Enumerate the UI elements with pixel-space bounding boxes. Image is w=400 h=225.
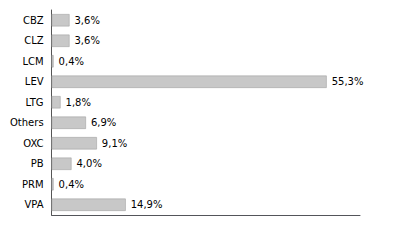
- svg-text:PRM: PRM: [22, 179, 44, 190]
- svg-text:14,9%: 14,9%: [131, 199, 163, 210]
- svg-text:0,4%: 0,4%: [59, 179, 84, 190]
- svg-text:3,6%: 3,6%: [75, 35, 100, 46]
- svg-text:0,4%: 0,4%: [59, 56, 84, 67]
- svg-text:3,6%: 3,6%: [75, 15, 100, 26]
- svg-text:Others: Others: [10, 117, 44, 128]
- svg-text:LTG: LTG: [26, 97, 44, 108]
- svg-text:9,1%: 9,1%: [102, 138, 127, 149]
- svg-text:VPA: VPA: [25, 199, 44, 210]
- svg-text:LEV: LEV: [25, 76, 44, 87]
- svg-text:PB: PB: [31, 158, 44, 169]
- svg-text:LCM: LCM: [22, 56, 43, 67]
- svg-text:CLZ: CLZ: [24, 35, 44, 46]
- svg-text:CBZ: CBZ: [23, 15, 44, 26]
- svg-text:6,9%: 6,9%: [91, 117, 116, 128]
- svg-text:OXC: OXC: [23, 138, 43, 149]
- svg-text:1,8%: 1,8%: [66, 97, 91, 108]
- svg-text:55,3%: 55,3%: [332, 76, 364, 87]
- svg-text:4,0%: 4,0%: [77, 158, 102, 169]
